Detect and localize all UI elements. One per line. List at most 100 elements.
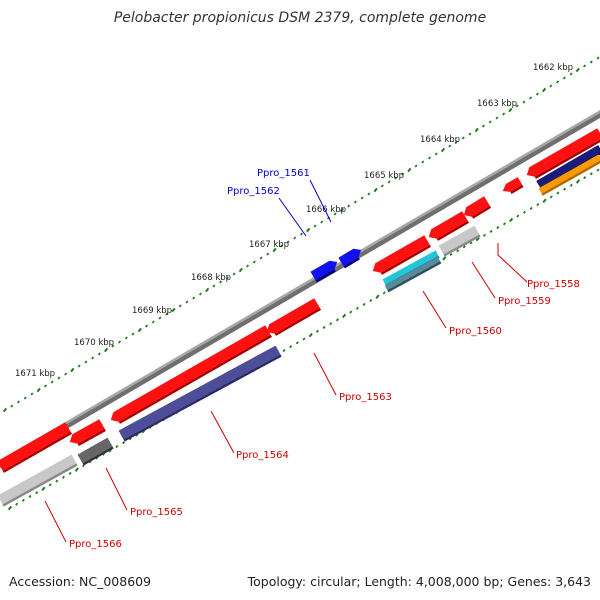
outer-ruler-dot xyxy=(165,312,169,316)
outer-ruler-dot xyxy=(474,127,479,133)
inner-ruler-dot xyxy=(369,299,373,303)
inner-ruler-dot xyxy=(482,233,486,237)
inner-ruler-dot xyxy=(308,332,313,338)
outer-ruler-dot xyxy=(353,200,357,204)
outer-ruler-dot xyxy=(562,76,566,80)
gene-ppro-1559b-block-shade xyxy=(471,205,492,219)
gene-label[interactable]: Ppro_1560 xyxy=(449,326,502,337)
track-slate-1564-shade xyxy=(123,354,282,442)
outer-ruler-dot xyxy=(495,116,499,120)
outer-ruler-dot xyxy=(468,132,472,136)
inner-ruler-dot xyxy=(583,176,587,180)
inner-ruler-dot xyxy=(563,187,567,191)
gene-label[interactable]: Ppro_1561 xyxy=(257,168,310,179)
track-teal-1560-shade xyxy=(387,261,442,293)
gene-label[interactable]: Ppro_1564 xyxy=(236,450,289,461)
outer-ruler-dot xyxy=(529,96,533,100)
track-teal-1560 xyxy=(384,256,441,291)
inner-ruler-dot xyxy=(21,498,25,502)
inner-ruler-dot xyxy=(542,198,547,203)
inner-ruler-dot xyxy=(549,195,553,199)
outer-ruler-dot xyxy=(434,152,438,156)
outer-ruler-dot xyxy=(448,144,452,148)
outer-ruler-dot xyxy=(279,244,283,248)
ruler-tick-label: 1665 kbp xyxy=(364,171,404,181)
inner-ruler-dot xyxy=(509,217,514,223)
outer-ruler-dot xyxy=(246,264,250,268)
outer-ruler-dot xyxy=(414,164,418,168)
inner-ruler-dot xyxy=(469,241,473,245)
outer-ruler-dot xyxy=(225,276,229,280)
gene-ppro-1562-block xyxy=(310,260,338,281)
gene-label[interactable]: Ppro_1565 xyxy=(130,507,183,518)
inner-ruler-dot xyxy=(529,206,533,210)
gene-label[interactable]: Ppro_1562 xyxy=(227,186,280,197)
outer-ruler-dot xyxy=(407,167,412,173)
inner-ruler-dot xyxy=(442,256,447,261)
outer-ruler-dot xyxy=(104,347,109,353)
outer-ruler-dot xyxy=(10,404,14,408)
leader-line xyxy=(44,500,67,543)
gene-labels: Ppro_1558 Ppro_1559 Ppro_1560 Ppro_1561 Ppro… xyxy=(69,168,580,550)
gene-ppro-1562-block-shade xyxy=(315,269,336,283)
inner-ruler-dot xyxy=(315,329,319,333)
outer-ruler-dot xyxy=(380,184,384,188)
outer-ruler-dot xyxy=(421,160,425,164)
gene-ppro-1566-block xyxy=(0,422,71,471)
leader-line xyxy=(105,467,128,511)
outer-ruler-dot xyxy=(50,380,54,384)
outer-ruler-dot xyxy=(583,64,587,68)
track-orange-right xyxy=(538,154,600,194)
inner-ruler-dot xyxy=(115,444,119,449)
outer-ruler-dot xyxy=(589,60,593,64)
outer-ruler-dot xyxy=(212,284,216,288)
inner-ruler-dot xyxy=(68,471,72,475)
outer-ruler-dot xyxy=(151,320,155,324)
inner-ruler-dot xyxy=(516,214,520,218)
ruler-tick-label: 1664 kbp xyxy=(420,135,460,145)
gene-ppro-1564-block xyxy=(110,325,271,422)
inner-ruler-dot xyxy=(589,172,593,176)
inner-ruler-dot xyxy=(289,345,293,349)
inner-ruler-dot xyxy=(15,502,19,506)
track-darkgray-1565-shade xyxy=(82,446,114,466)
outer-ruler-dot xyxy=(387,180,391,184)
outer-ruler-dot xyxy=(198,292,202,296)
outer-ruler-dot xyxy=(333,212,337,216)
gene-label[interactable]: Ppro_1566 xyxy=(69,539,122,550)
outer-ruler-dot xyxy=(306,227,311,233)
inner-ruler-dot xyxy=(329,322,333,326)
track-gray-1566-shade xyxy=(2,463,78,507)
inner-ruler-dot xyxy=(282,348,286,353)
inner-ruler-dot xyxy=(322,325,326,330)
gene-ppro-1565-block xyxy=(69,419,105,444)
outer-ruler-dot xyxy=(293,236,297,240)
track-gray-1559-shade xyxy=(443,234,481,257)
gene-label[interactable]: Ppro_1558 xyxy=(527,279,580,290)
gene-ppro-1563-block-shade xyxy=(274,307,321,336)
outer-ruler-dot xyxy=(522,100,526,104)
track-slate-1564 xyxy=(118,345,281,440)
inner-ruler-dot xyxy=(122,441,126,445)
inner-ruler-dot xyxy=(302,337,306,341)
inner-ruler-dot xyxy=(342,313,347,319)
backbone-line xyxy=(0,112,600,468)
gene-ppro-1563-block xyxy=(266,298,320,334)
gene-ppro-1566-block-shade xyxy=(2,431,73,473)
gene-label[interactable]: Ppro_1559 xyxy=(498,296,551,307)
outer-ruler-dot xyxy=(30,392,34,396)
outer-ruler-dot xyxy=(542,87,547,93)
gene-ppro-1558-block-shade xyxy=(510,184,524,194)
accession-text: Accession: NC_008609 xyxy=(9,574,152,589)
outer-ruler-dot xyxy=(535,92,539,96)
gene-label[interactable]: Ppro_1563 xyxy=(339,392,392,403)
outer-ruler-dot xyxy=(266,252,270,256)
outer-ruler-dot xyxy=(64,372,68,376)
leader-line xyxy=(278,197,307,237)
track-gray-1559 xyxy=(438,225,480,255)
inner-ruler-dot xyxy=(28,494,32,499)
outer-ruler-dot xyxy=(556,80,560,84)
outer-ruler-dot xyxy=(481,124,485,128)
leader-line xyxy=(210,410,235,454)
